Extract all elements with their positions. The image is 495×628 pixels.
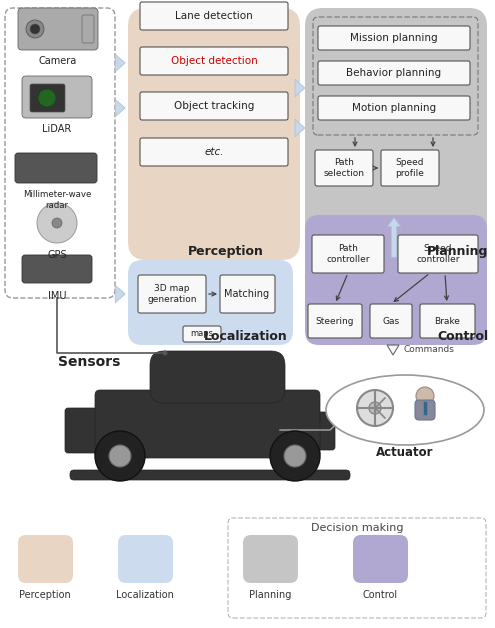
FancyBboxPatch shape	[128, 260, 293, 345]
FancyBboxPatch shape	[140, 138, 288, 166]
FancyBboxPatch shape	[183, 326, 221, 342]
FancyBboxPatch shape	[150, 351, 285, 403]
FancyBboxPatch shape	[220, 275, 275, 313]
FancyBboxPatch shape	[318, 61, 470, 85]
FancyBboxPatch shape	[353, 535, 408, 583]
FancyBboxPatch shape	[22, 255, 92, 283]
FancyBboxPatch shape	[128, 8, 300, 260]
FancyBboxPatch shape	[140, 47, 288, 75]
FancyBboxPatch shape	[318, 26, 470, 50]
Text: Path
selection: Path selection	[324, 158, 364, 178]
Text: Brake: Brake	[434, 317, 460, 325]
Text: Planning: Planning	[427, 245, 488, 258]
Text: Perception: Perception	[19, 590, 71, 600]
Text: Localization: Localization	[204, 330, 288, 343]
Text: Decision making: Decision making	[311, 523, 403, 533]
Text: Steering: Steering	[316, 317, 354, 325]
Text: Millimeter-wave
radar: Millimeter-wave radar	[23, 190, 91, 210]
Circle shape	[30, 24, 40, 34]
Circle shape	[357, 390, 393, 426]
FancyBboxPatch shape	[118, 535, 173, 583]
Circle shape	[202, 376, 207, 381]
FancyBboxPatch shape	[95, 390, 320, 458]
Circle shape	[109, 445, 131, 467]
Text: Planning: Planning	[249, 590, 291, 600]
Text: Sensors: Sensors	[58, 355, 120, 369]
Circle shape	[26, 20, 44, 38]
FancyBboxPatch shape	[228, 518, 486, 618]
Circle shape	[95, 431, 145, 481]
Text: Path
controller: Path controller	[326, 244, 370, 264]
Text: Perception: Perception	[188, 245, 264, 258]
Text: GPS: GPS	[47, 250, 67, 260]
FancyBboxPatch shape	[420, 304, 475, 338]
Text: Motion planning: Motion planning	[352, 103, 436, 113]
Text: Actuator: Actuator	[376, 446, 434, 459]
FancyBboxPatch shape	[295, 412, 335, 450]
Text: maps: maps	[191, 330, 213, 338]
Text: etc.: etc.	[204, 147, 224, 157]
FancyBboxPatch shape	[18, 8, 98, 50]
Polygon shape	[387, 345, 399, 355]
FancyBboxPatch shape	[65, 408, 120, 453]
Text: Object detection: Object detection	[171, 56, 257, 66]
FancyBboxPatch shape	[82, 15, 94, 43]
Text: 3D map
generation: 3D map generation	[147, 284, 197, 304]
Text: Commands: Commands	[403, 345, 454, 354]
Circle shape	[162, 350, 167, 355]
FancyBboxPatch shape	[370, 304, 412, 338]
FancyBboxPatch shape	[243, 535, 298, 583]
Circle shape	[37, 203, 77, 243]
Text: LiDAR: LiDAR	[43, 124, 72, 134]
Circle shape	[416, 387, 434, 405]
Circle shape	[38, 89, 56, 107]
Circle shape	[52, 218, 62, 228]
Ellipse shape	[326, 375, 484, 445]
Text: IMU: IMU	[48, 291, 66, 301]
FancyBboxPatch shape	[30, 84, 65, 112]
FancyBboxPatch shape	[140, 92, 288, 120]
Text: Matching: Matching	[224, 289, 270, 299]
Text: Speed
profile: Speed profile	[396, 158, 424, 178]
Text: Control: Control	[437, 330, 488, 343]
FancyBboxPatch shape	[15, 153, 97, 183]
Text: Mission planning: Mission planning	[350, 33, 438, 43]
Text: Gas: Gas	[383, 317, 399, 325]
FancyBboxPatch shape	[22, 76, 92, 118]
FancyBboxPatch shape	[308, 304, 362, 338]
FancyBboxPatch shape	[381, 150, 439, 186]
FancyBboxPatch shape	[315, 150, 373, 186]
Text: Localization: Localization	[116, 590, 174, 600]
FancyBboxPatch shape	[140, 2, 288, 30]
FancyBboxPatch shape	[415, 400, 435, 420]
Text: Object tracking: Object tracking	[174, 101, 254, 111]
Text: Lane detection: Lane detection	[175, 11, 253, 21]
FancyBboxPatch shape	[138, 275, 206, 313]
Circle shape	[369, 402, 381, 414]
Text: Speed
controller: Speed controller	[416, 244, 460, 264]
FancyBboxPatch shape	[18, 535, 73, 583]
Text: Behavior planning: Behavior planning	[346, 68, 442, 78]
Circle shape	[284, 445, 306, 467]
FancyBboxPatch shape	[70, 470, 350, 480]
FancyBboxPatch shape	[318, 96, 470, 120]
FancyBboxPatch shape	[305, 8, 487, 260]
Circle shape	[270, 431, 320, 481]
FancyBboxPatch shape	[305, 215, 487, 345]
FancyBboxPatch shape	[312, 235, 384, 273]
Text: Control: Control	[362, 590, 397, 600]
FancyBboxPatch shape	[398, 235, 478, 273]
Text: Camera: Camera	[39, 56, 77, 66]
